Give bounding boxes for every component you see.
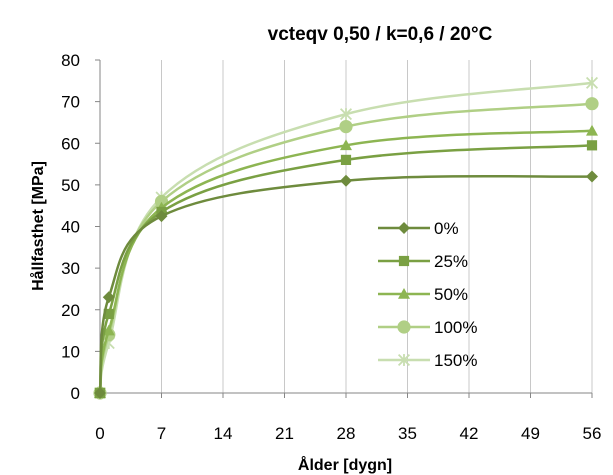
- legend-label: 25%: [434, 252, 468, 271]
- x-tick-label: 42: [460, 424, 479, 443]
- series-line: [98, 144, 593, 394]
- x-tick-label: 56: [583, 424, 602, 443]
- grid: [161, 60, 593, 393]
- chart-title: vcteqv 0,50 / k=0,6 / 20°C: [268, 24, 493, 45]
- legend-label: 0%: [434, 219, 459, 238]
- y-tick-label: 40: [61, 218, 80, 237]
- legend-marker: [397, 320, 411, 334]
- data-point: [339, 108, 353, 121]
- legend-label: 150%: [434, 351, 477, 370]
- y-tick-label: 60: [61, 134, 80, 153]
- y-tick-label: 70: [61, 93, 80, 112]
- axes: 0 10 20 30 40 50 60 70 80 0 7 14 21 28 35 42 49 56: [61, 51, 601, 443]
- legend-item: 25%: [378, 252, 468, 271]
- data-point: [340, 174, 352, 187]
- data-point: [340, 154, 352, 165]
- legend-label: 50%: [434, 285, 468, 304]
- legend-item: 50%: [378, 285, 468, 304]
- x-tick-label: 0: [95, 424, 104, 443]
- series-0pct: [94, 170, 598, 399]
- x-tick-label: 7: [157, 424, 166, 443]
- x-tick-label: 14: [214, 424, 233, 443]
- y-tick-label: 20: [61, 301, 80, 320]
- data-point: [103, 308, 114, 320]
- legend-item: 0%: [378, 219, 459, 238]
- y-tick-label: 0: [71, 384, 80, 403]
- legend-marker: [398, 288, 410, 299]
- x-tick-label: 21: [275, 424, 294, 443]
- y-axis-title: Hållfasthet [MPa]: [29, 161, 47, 291]
- legend-marker: [397, 353, 411, 367]
- data-point: [340, 139, 352, 151]
- y-tick-label: 50: [61, 176, 80, 195]
- y-tick-label: 80: [61, 51, 80, 70]
- y-tick-label: 10: [61, 342, 80, 361]
- data-point: [155, 210, 168, 223]
- legend-item: 150%: [378, 351, 477, 370]
- legend-label: 100%: [434, 318, 477, 337]
- data-point: [339, 120, 353, 134]
- data-point: [102, 324, 115, 336]
- x-tick-label: 49: [521, 424, 540, 443]
- data-point: [586, 170, 598, 183]
- series-layer: [93, 76, 599, 400]
- data-point: [102, 291, 115, 304]
- x-tick-label: 35: [398, 424, 417, 443]
- data-point: [585, 97, 599, 111]
- legend-marker: [398, 222, 410, 234]
- x-tick-label: 28: [337, 424, 356, 443]
- data-point: [586, 140, 598, 151]
- x-axis-title: Ålder [dygn]: [298, 455, 392, 474]
- legend-item: 100%: [378, 318, 477, 337]
- y-tick-label: 30: [61, 259, 80, 278]
- data-point: [585, 76, 599, 89]
- series-line: [98, 174, 593, 394]
- legend-marker: [398, 255, 410, 267]
- legend: 0% 25% 50% 100% 150%: [378, 219, 477, 370]
- data-point: [586, 124, 598, 136]
- data-point: [94, 387, 106, 399]
